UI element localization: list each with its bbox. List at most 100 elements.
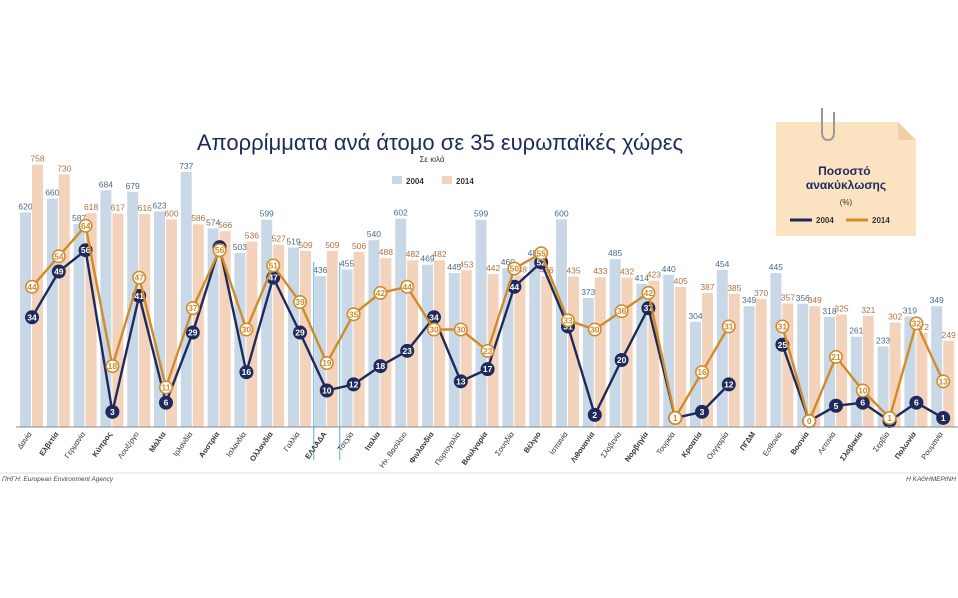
- recycling-point-2014-19: [534, 246, 549, 261]
- recycling-label-2014-4: 47: [134, 273, 144, 283]
- recycling-point-2014-12: [346, 307, 361, 322]
- recycling-label-2014-13: 42: [376, 288, 386, 298]
- bar-2004-2: [73, 223, 85, 427]
- chart-title: Απορρίμματα ανά άτομο σε 35 ευρωπαϊκές χ…: [197, 130, 683, 155]
- legend-label-2014: 2014: [456, 177, 474, 186]
- bar-2014-13: [380, 258, 392, 427]
- category-label-25: Κροατία: [679, 430, 703, 459]
- bar-2004-23: [636, 283, 648, 427]
- bar-2014-3: [112, 213, 124, 427]
- recycling-point-2014-15: [426, 322, 441, 337]
- recycling-point-2004-6: [185, 325, 200, 340]
- recycling-label-2004-17: 17: [483, 364, 493, 374]
- bar-label-2014-24: 405: [674, 276, 688, 286]
- bar-label-2004-30: 318: [822, 306, 836, 316]
- recycling-legend-label-2004: 2004: [816, 216, 834, 225]
- bar-label-2014-11: 509: [325, 240, 339, 250]
- recycling-label-2004-28: 25: [778, 340, 788, 350]
- bar-label-2004-23: 414: [635, 273, 649, 283]
- recycling-label-2004-10: 29: [295, 328, 305, 338]
- recycling-point-2014-14: [400, 279, 415, 294]
- recycling-unit: (%): [840, 198, 853, 207]
- bar-label-2004-14: 602: [394, 208, 408, 218]
- recycling-label-2014-23: 42: [644, 288, 654, 298]
- bar-2004-11: [314, 276, 326, 427]
- recycling-point-2014-16: [453, 322, 468, 337]
- bar-2004-12: [341, 269, 353, 427]
- bar-2004-13: [368, 240, 380, 427]
- bar-label-2004-29: 356: [796, 293, 810, 303]
- category-label-14: Ην. Βασίλειο: [377, 430, 408, 469]
- category-label-23: Νορβηγία: [623, 430, 650, 464]
- bar-2004-15: [422, 264, 433, 427]
- recycling-label-2004-31: 6: [860, 398, 865, 408]
- bar-2014-7: [219, 231, 231, 427]
- recycling-label-2004-1: 49: [54, 267, 64, 277]
- bar-2014-6: [192, 224, 204, 427]
- recycling-title: Ποσοστό ανακύκλωσης: [806, 164, 886, 192]
- bar-2004-21: [582, 297, 594, 427]
- bar-label-2014-28: 357: [781, 292, 795, 302]
- bar-2004-33: [904, 316, 916, 427]
- category-label-16: Πορτογαλία: [433, 429, 463, 466]
- bar-2014-27: [755, 298, 767, 427]
- bar-2004-1: [46, 198, 58, 427]
- recycling-label-2004-2: 56: [81, 245, 91, 255]
- bar-label-2014-32: 302: [888, 312, 902, 322]
- recycling-point-2014-24: [668, 410, 683, 425]
- category-label-22: Σλοβενία: [599, 429, 624, 459]
- recycling-point-2014-13: [373, 285, 388, 300]
- bar-label-2014-3: 617: [111, 203, 125, 213]
- bar-label-2004-21: 373: [581, 287, 595, 297]
- category-label-6: Ιρλανδία: [171, 429, 195, 458]
- recycling-point-2004-3: [105, 404, 120, 419]
- recycling-label-2004-9: 47: [268, 273, 278, 283]
- category-label-31: Σλοβακία: [838, 430, 865, 463]
- category-label-34: Ρουμανία: [919, 429, 945, 461]
- bar-label-2014-8: 536: [245, 231, 259, 241]
- category-label-1: Ελβετία: [37, 430, 60, 458]
- bar-2004-26: [716, 269, 728, 427]
- bar-2014-18: [514, 275, 526, 427]
- bar-label-2004-6: 737: [179, 161, 193, 171]
- recycling-point-2014-17: [480, 343, 495, 358]
- bar-label-2014-17: 442: [486, 263, 500, 273]
- recycling-point-2014-8: [239, 322, 254, 337]
- recycling-label-2004-0: 34: [27, 312, 37, 322]
- bar-2004-3: [100, 190, 112, 427]
- bar-2004-16: [448, 273, 460, 427]
- category-label-15: Φινλανδία: [407, 430, 436, 465]
- recycling-label-2004-25: 3: [700, 407, 705, 417]
- bar-2004-32: [877, 346, 889, 427]
- bar-label-2014-29: 349: [808, 295, 822, 305]
- category-label-9: Ολλανδία: [248, 430, 275, 463]
- recycling-label-2014-16: 30: [456, 325, 466, 335]
- bar-2014-0: [32, 164, 43, 427]
- recycling-label-2014-1: 54: [54, 251, 64, 261]
- recycling-point-2014-0: [24, 279, 39, 294]
- bar-2004-22: [609, 259, 621, 427]
- category-label-8: Ισλανδία: [224, 429, 248, 458]
- recycling-label-2014-31: 10: [858, 386, 868, 396]
- bar-2004-7: [207, 228, 219, 427]
- category-label-4: Λουξ/ργο: [116, 430, 141, 460]
- bar-label-2014-25: 387: [700, 282, 714, 292]
- bar-label-2004-33: 319: [903, 306, 917, 316]
- recycling-point-2014-31: [855, 383, 870, 398]
- chart-subtitle: Σε κιλά: [419, 155, 444, 164]
- bar-label-2014-22: 432: [620, 267, 634, 277]
- category-label-17: Βουλγαρία: [460, 430, 490, 467]
- recycling-point-2004-33: [909, 395, 924, 410]
- recycling-label-2004-12: 12: [349, 379, 359, 389]
- recycling-label-2014-12: 35: [349, 309, 359, 319]
- bar-2014-1: [58, 174, 70, 427]
- recycling-label-2014-9: 51: [268, 260, 278, 270]
- bar-label-2014-27: 370: [754, 288, 768, 298]
- recycling-label-2014-0: 44: [27, 282, 37, 292]
- recycling-point-2004-1: [51, 264, 66, 279]
- bar-2004-9: [261, 219, 273, 427]
- bar-label-2014-7: 566: [218, 220, 232, 230]
- bar-label-2004-10: 519: [286, 236, 300, 246]
- recycling-label-2004-26: 12: [724, 379, 734, 389]
- recycling-label-2004-15: 34: [429, 312, 439, 322]
